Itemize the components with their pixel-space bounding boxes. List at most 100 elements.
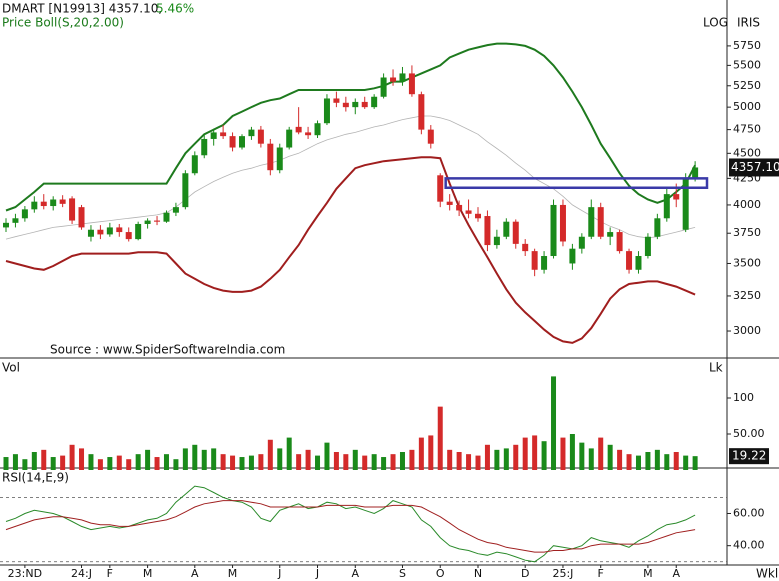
volume-bar — [588, 448, 594, 470]
volume-bar — [258, 454, 264, 470]
volume-bar — [239, 457, 245, 470]
y-tick-label: 3000 — [733, 324, 761, 337]
y-tick-label: 4500 — [733, 146, 761, 159]
volume-bar — [230, 455, 236, 470]
candle-body — [597, 207, 604, 237]
change: 5.46% — [156, 2, 194, 16]
candle-body — [154, 220, 161, 222]
volume-bar — [154, 457, 160, 470]
y-tick-label: 40.00 — [733, 539, 765, 552]
candle-body — [352, 101, 359, 108]
volume-bar — [145, 449, 151, 470]
zone — [444, 177, 709, 190]
volume-bar — [381, 457, 387, 470]
candle-body — [456, 204, 463, 211]
candle-body — [69, 198, 76, 221]
candle-body — [692, 167, 699, 179]
last-value-box — [729, 158, 779, 177]
y-tick-label: 5250 — [733, 79, 761, 92]
candle-body — [257, 129, 264, 144]
volume-bar — [60, 455, 66, 470]
volume-bar — [126, 459, 132, 470]
last-value-label: 19.22 — [732, 449, 766, 463]
x-tick-label: O — [436, 567, 445, 580]
indicator: Price Boll(S,20,2.00) — [2, 16, 124, 30]
y-tick-label: 50.00 — [733, 427, 765, 440]
y-tick-label: 3500 — [733, 256, 761, 269]
candle-body — [267, 143, 274, 171]
candle-body — [323, 98, 330, 124]
candle-body — [503, 221, 510, 237]
volume-bar — [503, 448, 509, 470]
candle-body — [31, 201, 38, 210]
unit: Lk — [709, 361, 723, 375]
x-tick-label: A — [352, 567, 360, 580]
volume-bar — [333, 452, 339, 470]
candle-body — [673, 194, 680, 200]
y-tick-label: 100 — [733, 391, 754, 404]
candle-body — [371, 96, 378, 108]
volume-bar — [569, 434, 575, 470]
candle-body — [682, 178, 689, 230]
volume-bar — [418, 437, 424, 470]
x-tick-label: S — [399, 567, 406, 580]
scale-mode: LOG — [703, 16, 728, 30]
candle-body — [125, 232, 132, 240]
candle-body — [305, 132, 312, 136]
x-tick-label: M — [228, 567, 238, 580]
rsi-line — [5, 500, 696, 553]
volume-bar — [617, 449, 623, 470]
candle-body — [172, 207, 179, 213]
volume-bar — [163, 454, 169, 470]
volume-bar — [286, 437, 292, 470]
y-tick-label: 4750 — [733, 123, 761, 136]
candle-body — [493, 236, 500, 246]
volume-bar — [267, 439, 273, 470]
volume-bar — [428, 435, 434, 470]
volume-bar — [409, 449, 415, 470]
volume-bar — [692, 456, 698, 470]
volume-bar — [607, 444, 613, 470]
x-tick-label: 23:ND — [8, 567, 42, 580]
volume-bar — [3, 457, 9, 470]
volume-bar — [277, 448, 283, 470]
candle-body — [106, 227, 113, 235]
candle-body — [427, 129, 434, 144]
chart-mode: IRIS — [737, 16, 760, 30]
volume-bar — [135, 454, 141, 470]
candle-body — [484, 216, 491, 246]
candle-body — [465, 210, 472, 214]
candle-body — [541, 256, 548, 270]
y-tick-label: 4000 — [733, 198, 761, 211]
x-tick-label: A — [191, 567, 199, 580]
y-tick-label: 3750 — [733, 226, 761, 239]
volume-bar — [475, 455, 481, 470]
volume-bar — [296, 454, 302, 470]
volume-bar — [635, 455, 641, 470]
candle-body — [616, 232, 623, 252]
volume-bar — [579, 442, 585, 470]
x-tick-label: D — [521, 567, 529, 580]
volume-bar — [211, 448, 217, 470]
candle-body — [201, 138, 208, 156]
volume-bar — [522, 437, 528, 470]
candle-body — [626, 251, 633, 270]
y-tick-label: 5750 — [733, 39, 761, 52]
volume-bar — [220, 454, 226, 470]
candle-body — [644, 236, 651, 257]
band-line — [5, 115, 696, 240]
candle-body — [333, 98, 340, 103]
last-value-box — [729, 448, 769, 465]
volume-bar — [456, 452, 462, 470]
candle-body — [437, 175, 444, 202]
volume-bar — [371, 454, 377, 470]
volume-bar — [362, 455, 368, 470]
band-line — [5, 42, 696, 212]
volume-bar — [399, 452, 405, 470]
candle-body — [295, 126, 302, 133]
volume-bar — [513, 444, 519, 470]
candle-body — [559, 204, 566, 242]
panel-title: Vol — [2, 361, 20, 375]
volume-bar — [484, 444, 490, 470]
x-tick-label: 24:J — [71, 567, 92, 580]
